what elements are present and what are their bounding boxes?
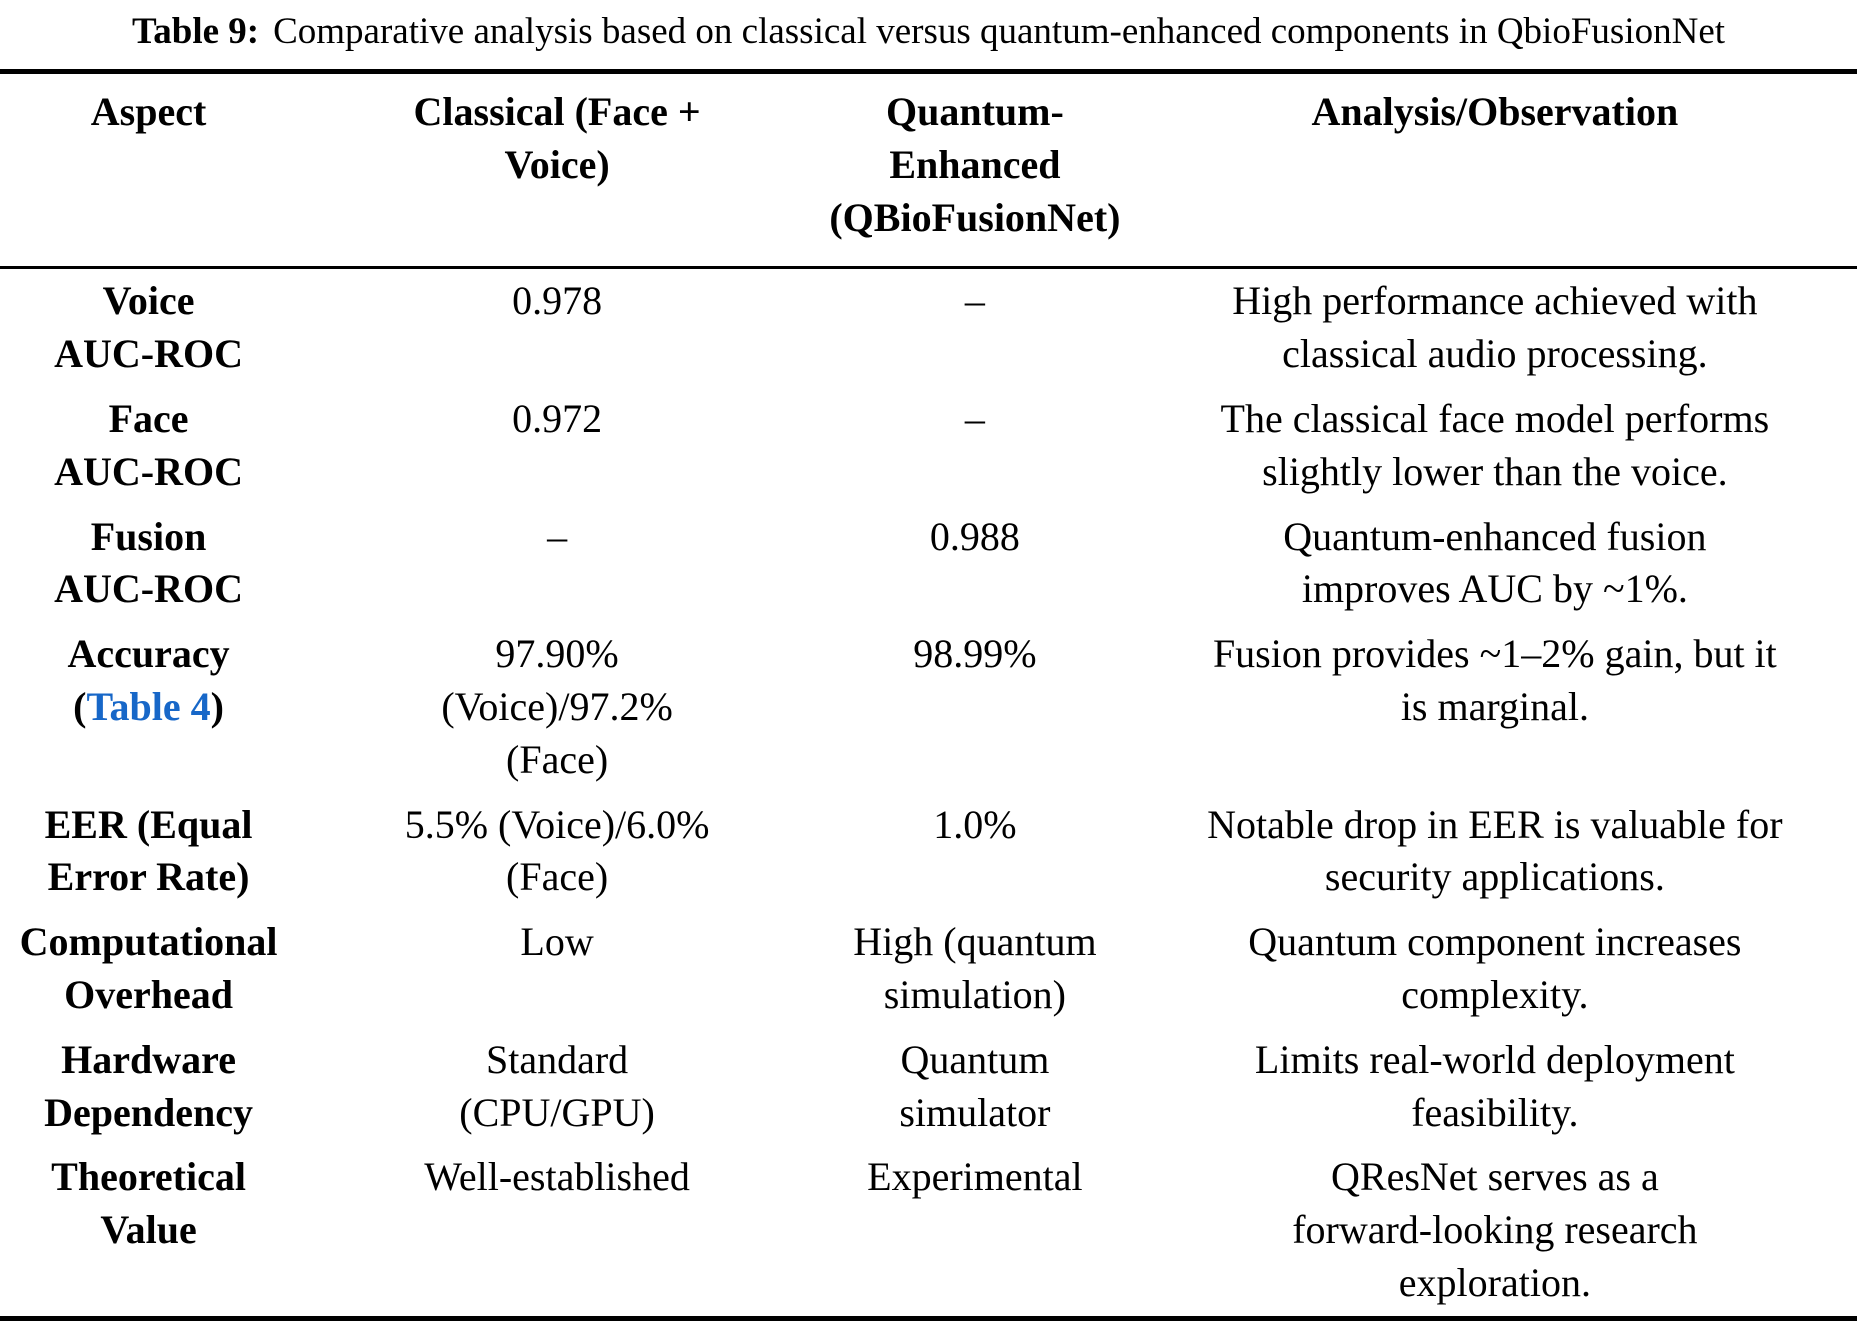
aspect-label: Accuracy	[67, 631, 230, 677]
table-row-hardware-dependency: Hardware Dependency Standard (CPU/GPU) Q…	[0, 1028, 1857, 1146]
quantum-cell: 0.988	[929, 513, 1020, 559]
caption-text: Comparative analysis based on classical …	[273, 11, 1726, 52]
analysis-cell: Limits real-world deployment feasibility…	[1254, 1036, 1735, 1135]
header-row: Aspect Classical (Face + Voice) Quantum-…	[0, 72, 1857, 268]
aspect-cell: Face AUC-ROC	[54, 396, 243, 494]
comparison-table: Aspect Classical (Face + Voice) Quantum-…	[0, 69, 1857, 1321]
header-analysis-observation: Analysis/Observation	[1311, 89, 1679, 135]
classical-cell: –	[547, 513, 568, 559]
ref-paren-open: (	[73, 684, 87, 730]
table-caption: Table 9: Comparative analysis based on cl…	[0, 0, 1857, 56]
classical-cell: Low	[520, 919, 594, 965]
analysis-cell: Quantum-enhanced fusion improves AUC by …	[1283, 513, 1707, 612]
aspect-cell: EER (Equal Error Rate)	[44, 801, 253, 900]
quantum-cell: 98.99%	[913, 631, 1037, 677]
header-quantum-enhanced: Quantum- Enhanced (QBioFusionNet)	[829, 89, 1121, 240]
aspect-cell: Hardware Dependency	[44, 1036, 253, 1135]
classical-cell: Standard (CPU/GPU)	[459, 1036, 655, 1135]
aspect-cell: Accuracy (Table 4)	[0, 622, 297, 792]
header-aspect: Aspect	[90, 89, 207, 135]
analysis-cell: Notable drop in EER is valuable for secu…	[1207, 801, 1783, 900]
aspect-cell: Voice AUC-ROC	[54, 278, 243, 377]
quantum-cell: High (quantum simulation)	[853, 919, 1097, 1018]
table-row-fusion-auc-roc: Fusion AUC-ROC – 0.988 Quantum-enhanced …	[0, 505, 1857, 623]
table-row-accuracy: Accuracy (Table 4) 97.90% (Voice)/97.2% (…	[0, 622, 1857, 792]
table-row-computational-overhead: Computational Overhead Low High (quantum…	[0, 910, 1857, 1028]
table-4-link[interactable]: Table 4	[86, 684, 211, 730]
analysis-cell: Quantum component increases complexity.	[1248, 919, 1742, 1018]
quantum-cell: –	[964, 278, 985, 324]
quantum-cell: –	[964, 396, 985, 442]
quantum-cell: Experimental	[867, 1154, 1083, 1200]
classical-cell: 97.90% (Voice)/97.2% (Face)	[441, 631, 673, 782]
header-classical: Classical (Face + Voice)	[413, 89, 701, 187]
quantum-cell: 1.0%	[933, 801, 1017, 847]
table-row-voice-auc-roc: Voice AUC-ROC 0.978 – High performance a…	[0, 268, 1857, 387]
classical-cell: 0.972	[512, 396, 603, 442]
analysis-cell: Fusion provides ~1–2% gain, but it is ma…	[1212, 631, 1777, 730]
analysis-cell: QResNet serves as a forward-looking rese…	[1292, 1154, 1698, 1306]
caption-label: Table 9:	[131, 11, 260, 52]
classical-cell: 0.978	[512, 278, 603, 324]
analysis-cell: The classical face model performs slight…	[1220, 396, 1770, 494]
quantum-cell: Quantum simulator	[899, 1036, 1051, 1135]
aspect-cell: Theoretical Value	[51, 1154, 246, 1253]
aspect-cell: Fusion AUC-ROC	[54, 513, 243, 612]
analysis-cell: High performance achieved with classical…	[1232, 278, 1758, 377]
ref-paren-close: )	[210, 684, 224, 730]
classical-cell: 5.5% (Voice)/6.0% (Face)	[404, 801, 710, 900]
aspect-cell: Computational Overhead	[19, 919, 278, 1018]
classical-cell: Well-established	[424, 1154, 690, 1200]
table-row-theoretical-value: Theoretical Value Well-established Exper…	[0, 1145, 1857, 1318]
table-row-face-auc-roc: Face AUC-ROC 0.972 – The classical face …	[0, 387, 1857, 505]
table-row-eer: EER (Equal Error Rate) 5.5% (Voice)/6.0%…	[0, 793, 1857, 911]
